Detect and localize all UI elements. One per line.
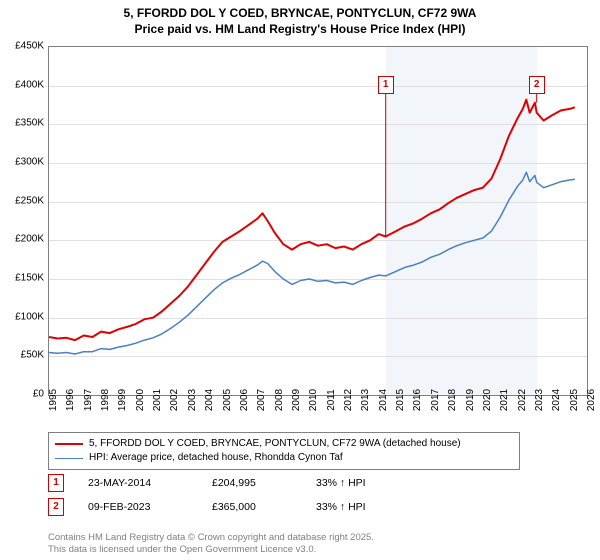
x-tick-label: 2007 [256,389,267,411]
x-tick-label: 2023 [534,389,545,411]
chart-svg [49,47,587,395]
sale-row: 1 23-MAY-2014 £204,995 33% ↑ HPI [48,474,588,492]
y-tick-label: £300K [15,157,44,168]
legend-swatch [55,458,83,459]
y-axis: £0£50K£100K£150K£200K£250K£300K£350K£400… [0,46,46,396]
x-tick-label: 2001 [152,389,163,411]
sale-pct-vs-hpi: 33% ↑ HPI [316,477,366,489]
x-tick-label: 1998 [100,389,111,411]
sale-row-marker: 1 [48,474,64,492]
x-tick-label: 2005 [222,389,233,411]
y-tick-label: £250K [15,195,44,206]
title-line1: 5, FFORDD DOL Y COED, BRYNCAE, PONTYCLUN… [0,6,600,22]
y-tick-label: £350K [15,118,44,129]
y-tick-label: £450K [15,41,44,52]
x-tick-label: 1999 [117,389,128,411]
title-line2: Price paid vs. HM Land Registry's House … [0,22,600,38]
legend-label: HPI: Average price, detached house, Rhon… [89,451,343,465]
sale-price: £204,995 [212,477,292,489]
x-tick-label: 1995 [48,389,59,411]
x-tick-label: 1997 [83,389,94,411]
x-tick-label: 2026 [586,389,597,411]
x-tick-label: 2002 [169,389,180,411]
x-tick-label: 2022 [517,389,528,411]
x-tick-label: 2004 [204,389,215,411]
legend-row: HPI: Average price, detached house, Rhon… [55,451,513,465]
x-tick-label: 2003 [187,389,198,411]
sale-price: £365,000 [212,501,292,513]
legend-row: 5, FFORDD DOL Y COED, BRYNCAE, PONTYCLUN… [55,437,513,451]
chart-plot-area: 12 [48,46,588,396]
sale-marker-2: 2 [529,76,545,94]
y-tick-label: £400K [15,79,44,90]
x-tick-label: 2012 [343,389,354,411]
sale-date: 09-FEB-2023 [88,501,188,513]
y-tick-label: £50K [21,350,44,361]
x-tick-label: 2021 [499,389,510,411]
legend-box: 5, FFORDD DOL Y COED, BRYNCAE, PONTYCLUN… [48,432,520,470]
footer-line2: This data is licensed under the Open Gov… [48,544,374,556]
y-tick-label: £100K [15,311,44,322]
x-tick-label: 2024 [551,389,562,411]
x-tick-label: 2008 [274,389,285,411]
x-tick-label: 2018 [447,389,458,411]
x-tick-label: 2014 [378,389,389,411]
x-tick-label: 2025 [569,389,580,411]
sale-row: 2 09-FEB-2023 £365,000 33% ↑ HPI [48,498,588,516]
y-tick-label: £0 [33,389,44,400]
title-block: 5, FFORDD DOL Y COED, BRYNCAE, PONTYCLUN… [0,0,600,37]
x-tick-label: 2011 [326,389,337,411]
legend-label: 5, FFORDD DOL Y COED, BRYNCAE, PONTYCLUN… [89,437,461,451]
x-tick-label: 2009 [291,389,302,411]
sale-marker-1: 1 [378,76,394,94]
x-tick-label: 2006 [239,389,250,411]
x-tick-label: 2013 [360,389,371,411]
x-tick-label: 2016 [412,389,423,411]
legend-swatch [55,443,83,445]
x-tick-label: 2019 [465,389,476,411]
sales-block: 1 23-MAY-2014 £204,995 33% ↑ HPI 2 09-FEB-202… [48,474,588,522]
y-tick-label: £200K [15,234,44,245]
x-axis: 1995199619971998199920002001200220032004… [48,396,588,436]
y-tick-label: £150K [15,273,44,284]
chart-container: 5, FFORDD DOL Y COED, BRYNCAE, PONTYCLUN… [0,0,600,560]
x-tick-label: 2020 [482,389,493,411]
sale-row-marker: 2 [48,498,64,516]
x-tick-label: 2015 [395,389,406,411]
sale-date: 23-MAY-2014 [88,477,188,489]
x-tick-label: 2000 [135,389,146,411]
footer-line1: Contains HM Land Registry data © Crown c… [48,532,374,544]
sale-pct-vs-hpi: 33% ↑ HPI [316,501,366,513]
series-line-price_paid [49,100,575,341]
x-tick-label: 1996 [65,389,76,411]
x-tick-label: 2017 [430,389,441,411]
x-tick-label: 2010 [308,389,319,411]
footer-attribution: Contains HM Land Registry data © Crown c… [48,532,374,556]
